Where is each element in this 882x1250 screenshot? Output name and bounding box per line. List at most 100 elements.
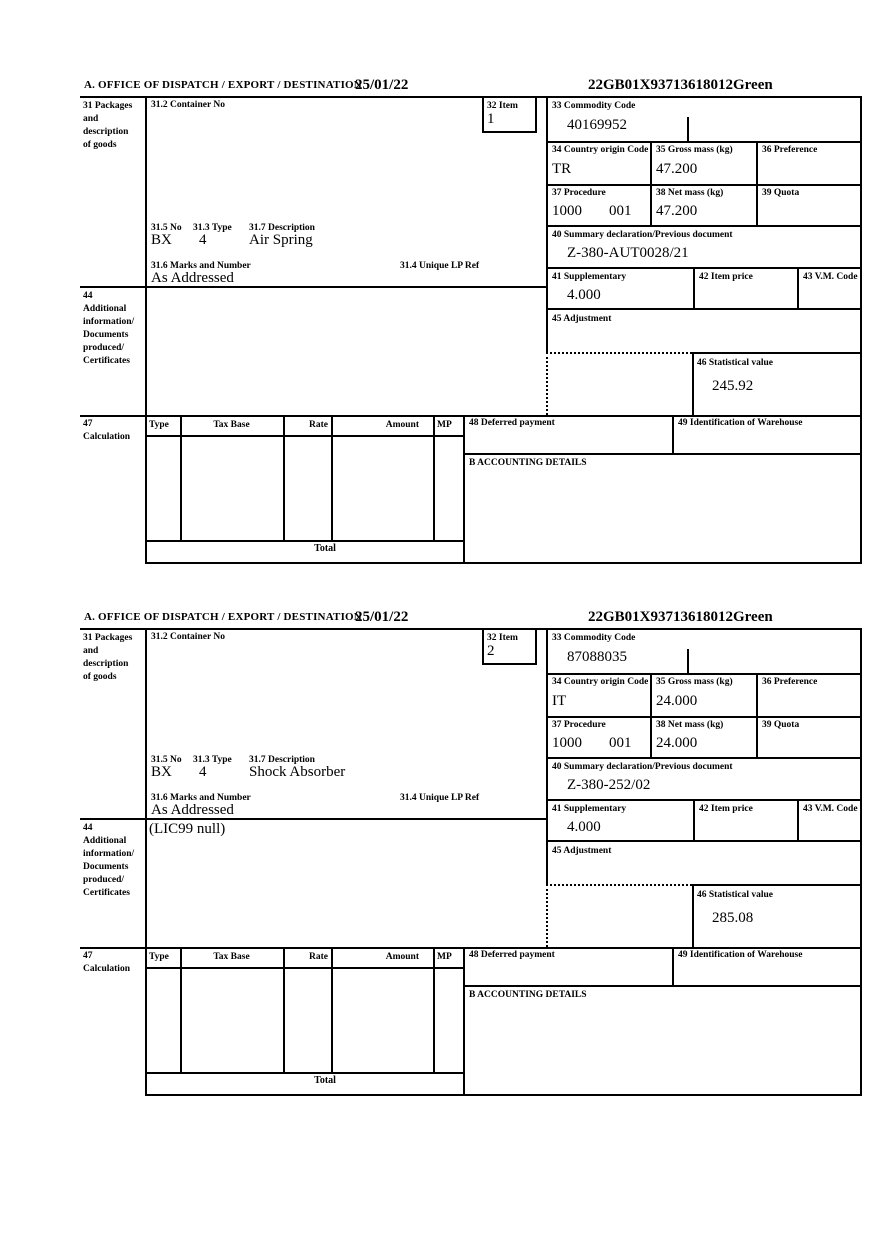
grid-line [283, 947, 285, 1074]
grid-line [693, 799, 695, 842]
box31-5-no-label: 31.5 No [151, 755, 182, 765]
box41-supplementary-label: 41 Supplementary [552, 804, 627, 814]
box31-7-description-label: 31.7 Description [249, 223, 315, 233]
grid-line [546, 308, 862, 310]
box37-procedure-label: 37 Procedure [552, 188, 606, 198]
box44-label: 44 Additional information/ Documents pro… [83, 291, 135, 366]
box32-item-label: 32 Item [487, 101, 518, 111]
box49-warehouse-label: 49 Identification of Warehouse [678, 418, 803, 428]
box35-gross-mass-label: 35 Gross mass (kg) [656, 677, 733, 687]
country-origin-code: TR [552, 161, 572, 177]
grid-line [546, 184, 862, 186]
procedure-extension: 001 [609, 203, 632, 219]
grid-line [482, 628, 484, 663]
grid-line [482, 663, 537, 665]
routing-indicator: Green [733, 609, 773, 625]
additional-information: (LIC99 null) [149, 821, 226, 837]
box36-preference-label: 36 Preference [762, 677, 818, 687]
grid-line [546, 757, 862, 759]
country-origin-code: IT [552, 693, 567, 709]
grid-line [80, 415, 862, 417]
box34-country-label: 34 Country origin Code [552, 145, 649, 155]
statistical-value: 285.08 [712, 910, 754, 926]
grid-line [692, 884, 862, 886]
grid-line [80, 628, 862, 630]
box31-2-container-label: 31.2 Container No [151, 632, 225, 642]
grid-line [546, 716, 862, 718]
box31-2-container-label: 31.2 Container No [151, 100, 225, 110]
package-no: BX [151, 764, 172, 780]
declaration-date: 25/01/22 [355, 609, 409, 625]
grid-line [546, 673, 862, 675]
grid-line [692, 884, 694, 949]
box31-3-type-label: 31.3 Type [193, 223, 232, 233]
grid-line [80, 286, 548, 288]
grid-line [860, 628, 862, 1096]
grid-line [546, 267, 862, 269]
declaration-reference: 22GB01X93713618012 [588, 609, 734, 625]
grid-line [535, 628, 537, 663]
marks-and-number: As Addressed [151, 270, 234, 286]
supplementary-units: 4.000 [567, 287, 601, 303]
previous-document: Z-380-252/02 [567, 777, 651, 793]
grid-line [145, 540, 465, 542]
calc-total-label: Total [314, 1075, 336, 1086]
grid-line [463, 985, 862, 987]
procedure-code: 1000 [552, 203, 582, 219]
calc-total-label: Total [314, 543, 336, 554]
accounting-details-label: B ACCOUNTING DETAILS [469, 458, 587, 468]
goods-description: Shock Absorber [249, 764, 346, 780]
grid-line [463, 453, 862, 455]
box31-4-unique-lp-label: 31.4 Unique LP Ref [400, 793, 480, 803]
net-mass-value: 24.000 [656, 735, 698, 751]
box34-country-label: 34 Country origin Code [552, 677, 649, 687]
box39-quota-label: 39 Quota [762, 188, 800, 198]
box47-calculation-label: 47 Calculation [83, 951, 130, 974]
procedure-code: 1000 [552, 735, 582, 751]
net-mass-value: 47.200 [656, 203, 698, 219]
grid-line [692, 352, 862, 354]
box48-deferred-payment-label: 48 Deferred payment [469, 950, 555, 960]
box31-6-marks-label: 31.6 Marks and Number [151, 261, 251, 271]
statistical-value: 245.92 [712, 378, 754, 394]
calc-col-mp: MP [437, 952, 452, 962]
box31-6-marks-label: 31.6 Marks and Number [151, 793, 251, 803]
box40-previous-document-label: 40 Summary declaration/Previous document [552, 230, 733, 240]
grid-line [180, 415, 182, 542]
grid-line [482, 96, 484, 131]
grid-line [687, 117, 689, 143]
box46-statistical-label: 46 Statistical value [697, 890, 773, 900]
grid-line [482, 131, 537, 133]
box33-commodity-label: 33 Commodity Code [552, 101, 636, 111]
grid-line [692, 352, 694, 417]
gross-mass-value: 47.200 [656, 161, 698, 177]
calc-col-type: Type [149, 420, 169, 430]
box37-procedure-label: 37 Procedure [552, 720, 606, 730]
box49-warehouse-label: 49 Identification of Warehouse [678, 950, 803, 960]
grid-line [433, 947, 435, 1074]
grid-line [860, 96, 862, 564]
dotted-grid-line [546, 884, 548, 947]
calc-col-rate: Rate [309, 420, 328, 430]
box45-adjustment-label: 45 Adjustment [552, 846, 612, 856]
box32-item-label: 32 Item [487, 633, 518, 643]
grid-line [80, 947, 862, 949]
office-of-dispatch-title: A. OFFICE OF DISPATCH / EXPORT / DESTINA… [84, 611, 362, 623]
grid-line [145, 435, 465, 437]
grid-line [797, 267, 799, 310]
grid-line [283, 415, 285, 542]
grid-line [145, 1094, 862, 1096]
box35-gross-mass-label: 35 Gross mass (kg) [656, 145, 733, 155]
grid-line [145, 562, 862, 564]
grid-line [463, 947, 465, 1096]
box47-calculation-label: 47 Calculation [83, 419, 130, 442]
declaration-date: 25/01/22 [355, 77, 409, 93]
box42-item-price-label: 42 Item price [699, 272, 753, 282]
grid-line [80, 96, 862, 98]
calc-col-amount: Amount [385, 952, 419, 962]
supplementary-units: 4.000 [567, 819, 601, 835]
calc-col-type: Type [149, 952, 169, 962]
grid-line [672, 947, 674, 987]
dotted-grid-line [546, 352, 692, 354]
box43-vm-code-label: 43 V.M. Code [803, 804, 858, 814]
